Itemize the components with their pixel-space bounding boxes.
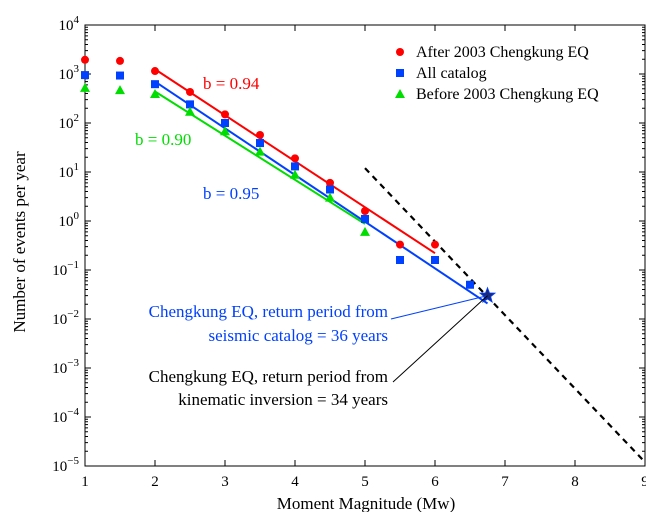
annotation-text: kinematic inversion = 34 years (178, 390, 388, 409)
data-point (290, 169, 300, 179)
x-tick-label: 5 (361, 474, 369, 490)
y-tick-label: 104 (59, 14, 80, 34)
data-point (256, 130, 264, 139)
axes: 1 2 3 4 5 6 7 8 9 10−5 10−4 10−3 10−2 10−1 100 101 102 10… (52, 14, 646, 490)
fit-label: b = 0.90 (135, 130, 191, 149)
data-point (396, 240, 404, 249)
x-tick-label: 2 (151, 474, 159, 490)
data-point (80, 82, 90, 92)
data-point (326, 178, 334, 187)
legend-marker (395, 89, 405, 98)
annotation-leader-line (392, 295, 488, 383)
data-point (431, 255, 439, 264)
data-point (466, 280, 474, 289)
x-tick-label: 3 (221, 474, 229, 490)
x-tick-label: 9 (641, 474, 646, 490)
data-point (431, 240, 439, 249)
data-point (116, 71, 124, 80)
y-tick-label: 10−2 (52, 308, 79, 328)
y-tick-label: 10−1 (52, 259, 79, 279)
x-tick-label: 6 (431, 474, 439, 490)
y-tick-label: 101 (59, 161, 80, 181)
data-point (326, 185, 334, 194)
data-point (150, 89, 160, 99)
fit-label: b = 0.95 (203, 184, 259, 203)
chengkung-star-marker (478, 286, 497, 304)
data-point (151, 67, 159, 76)
legend-marker (396, 48, 404, 56)
annotations: Chengkung EQ, return period from seismic … (149, 295, 488, 409)
data-point (291, 154, 299, 163)
y-axis-label: Number of events per year (10, 151, 29, 333)
annotation-text: Chengkung EQ, return period from (149, 367, 388, 386)
y-tick-label: 102 (59, 112, 80, 132)
annotation-text: seismic catalog = 36 years (208, 326, 388, 345)
data-point (221, 119, 229, 127)
x-tick-label: 7 (501, 474, 509, 490)
y-tick-label: 100 (59, 210, 80, 230)
data-point (361, 214, 369, 223)
data-point (116, 56, 124, 65)
data-point (220, 126, 230, 136)
fit-label: b = 0.94 (203, 74, 260, 93)
data-point (221, 110, 229, 119)
data-point (291, 162, 299, 171)
fit-line (154, 90, 366, 225)
data-point (185, 106, 195, 116)
legend-label: Before 2003 Chengkung EQ (416, 86, 599, 103)
data-point (396, 255, 404, 264)
data-point (151, 80, 159, 89)
y-tick-label: 10−3 (52, 357, 79, 377)
y-tick-label: 103 (59, 63, 80, 83)
data-points (80, 55, 497, 304)
x-axis-label: Moment Magnitude (Mw) (277, 494, 455, 512)
data-point (360, 226, 370, 236)
data-point (255, 146, 265, 156)
data-point (325, 192, 335, 202)
data-point (186, 87, 194, 96)
legend-marker (396, 69, 404, 77)
data-point (361, 206, 369, 215)
x-tick-label: 4 (291, 474, 299, 490)
data-point (256, 139, 264, 148)
data-point (81, 71, 89, 80)
legend-label: All catalog (416, 65, 487, 82)
annotation-text: Chengkung EQ, return period from (149, 302, 388, 321)
fit-lines: b = 0.94 b = 0.90 b = 0.95 (135, 68, 646, 463)
legend-label: After 2003 Chengkung EQ (416, 44, 589, 61)
data-point (186, 100, 194, 109)
fit-line (154, 80, 489, 305)
x-tick-label: 1 (81, 474, 89, 490)
annotation-leader-line (390, 295, 488, 320)
data-point (81, 55, 89, 64)
x-tick-label: 8 (571, 474, 579, 490)
data-point (115, 85, 125, 95)
legend: After 2003 Chengkung EQ All catalog Before… (395, 44, 599, 103)
y-tick-label: 10−5 (52, 455, 79, 475)
extrapolation-dashed-line (364, 167, 646, 463)
y-tick-label: 10−4 (52, 406, 79, 426)
